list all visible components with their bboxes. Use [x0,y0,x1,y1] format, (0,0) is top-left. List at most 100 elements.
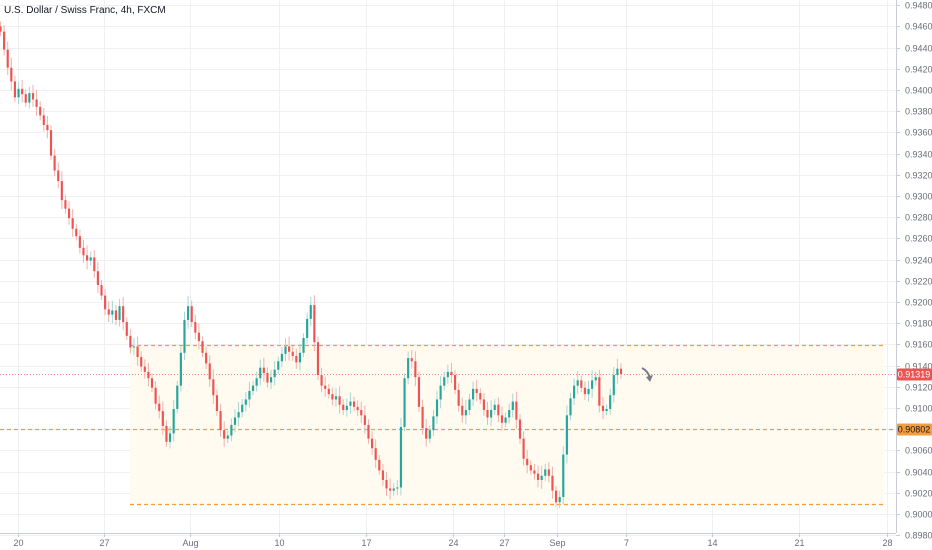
candle-body [504,417,507,423]
axes [0,0,897,534]
candle-body [446,371,449,378]
time-tick-label: Aug [182,538,198,548]
candle-body [500,415,504,423]
time-tick-label: 14 [707,538,717,548]
candle-body [161,411,164,426]
candle-body [176,385,179,409]
candle-body [378,459,381,471]
candle-body [208,363,211,380]
candle-body [143,366,146,372]
candle-body [266,372,269,383]
range-zone [130,345,884,505]
candle-body [457,389,460,406]
candle-body [251,385,255,391]
candle-body [385,480,388,489]
candle-body [490,410,493,418]
candle-body [558,496,561,503]
candle-body [461,405,464,416]
candle-body [35,99,38,107]
candle-body [122,306,125,323]
candle-body [226,435,229,439]
candle-body [3,31,6,50]
candle-body [374,448,377,460]
candle-body [511,401,514,411]
candle-body [49,130,53,156]
time-tick-label: 27 [499,538,509,548]
candle-body [562,454,565,497]
candle-body [443,377,446,386]
candle-body [529,465,532,471]
candle-body [569,398,572,416]
candle-body [31,93,35,100]
candle-body [168,433,172,442]
candle-body [316,342,320,376]
time-tick-label: Sep [549,538,565,548]
time-tick-label: 17 [361,538,371,548]
level-badge-label: 0.90802 [898,425,931,435]
candle-body [410,358,413,362]
time-tick-label: 27 [99,538,109,548]
candle-body [118,306,121,320]
candle-body [273,369,276,378]
candle-body [237,412,240,418]
candle-body [342,404,345,411]
candle-body [475,388,478,394]
candle-body [111,310,114,315]
candle-body [482,399,485,411]
candle-body [223,430,226,439]
candle-body [132,346,136,348]
candle-body [89,257,92,261]
candle-body [334,396,338,400]
candle-body [147,371,150,379]
candle-body [356,406,359,411]
candle-body [107,309,110,315]
candle-body [389,488,392,491]
candle-body [140,357,143,367]
candle-body [381,470,384,480]
candle-body [24,94,27,103]
candle-body [464,410,467,416]
candle-body [93,257,96,272]
candle-body [255,378,258,386]
candle-body [324,385,327,389]
candle-body [215,395,219,412]
candle-body [573,385,576,399]
candle-body [587,388,590,395]
candle-body [536,473,540,480]
candle-body [479,393,482,400]
candle-body [327,388,330,395]
candle-body [407,358,410,379]
consolidation-zone [130,345,884,505]
candle-body [453,375,457,390]
candle-body [468,399,471,411]
candle-body [612,375,615,396]
candle-body [57,170,60,182]
candle-body [212,379,215,396]
candle-body [331,394,334,400]
candle-body [248,390,251,400]
candle-body [28,93,31,103]
projection-arrow [641,367,653,382]
candle-body [439,385,442,400]
candle-body [150,378,154,388]
candle-body [158,403,161,412]
candle-body [125,322,128,336]
candle-body [619,368,623,374]
candle-body [85,255,89,261]
candle-body [104,295,107,310]
candle-body [605,408,608,412]
time-axis[interactable]: 20 27 Aug 10 17 24 27 Sep 7 14 21 28 [13,533,893,548]
